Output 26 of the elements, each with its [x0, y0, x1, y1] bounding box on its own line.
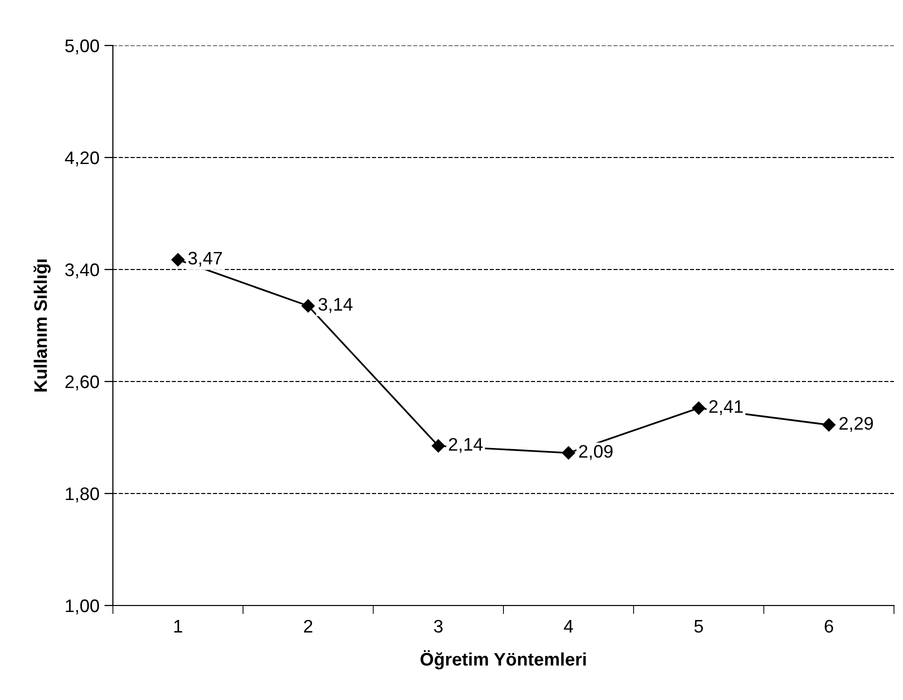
data-label: 2,41 [709, 400, 743, 416]
point [562, 446, 576, 460]
y-tick-label: 1,00 [66, 599, 99, 614]
point [302, 299, 315, 312]
data-label: 2,09 [579, 444, 613, 460]
x-axis-title: Öğretim Yöntemleri [420, 650, 586, 670]
data-label: 2,29 [840, 416, 873, 432]
x-tick-label: 6 [824, 620, 834, 633]
point [432, 439, 445, 452]
x-tick-label: 1 [174, 620, 182, 632]
point [171, 253, 185, 266]
y-tick-label: 3,40 [65, 263, 99, 278]
x-tick-label: 4 [564, 620, 574, 632]
data-label: 3,47 [188, 252, 222, 267]
data-label: 2,14 [448, 438, 483, 453]
data-label: 3,14 [318, 298, 352, 313]
x-tick-label: 2 [304, 620, 312, 632]
y-tick-label: 5,00 [65, 39, 99, 54]
x-tick-label: 5 [694, 620, 703, 633]
y-axis-title: Kullanım Sıklığı [34, 260, 51, 392]
point [822, 418, 836, 432]
point [692, 402, 706, 415]
x-tick-label: 3 [434, 620, 443, 633]
y-tick-label: 1,80 [66, 487, 99, 502]
y-tick-label: 4,20 [64, 151, 99, 166]
y-tick-label: 2,60 [65, 375, 99, 390]
